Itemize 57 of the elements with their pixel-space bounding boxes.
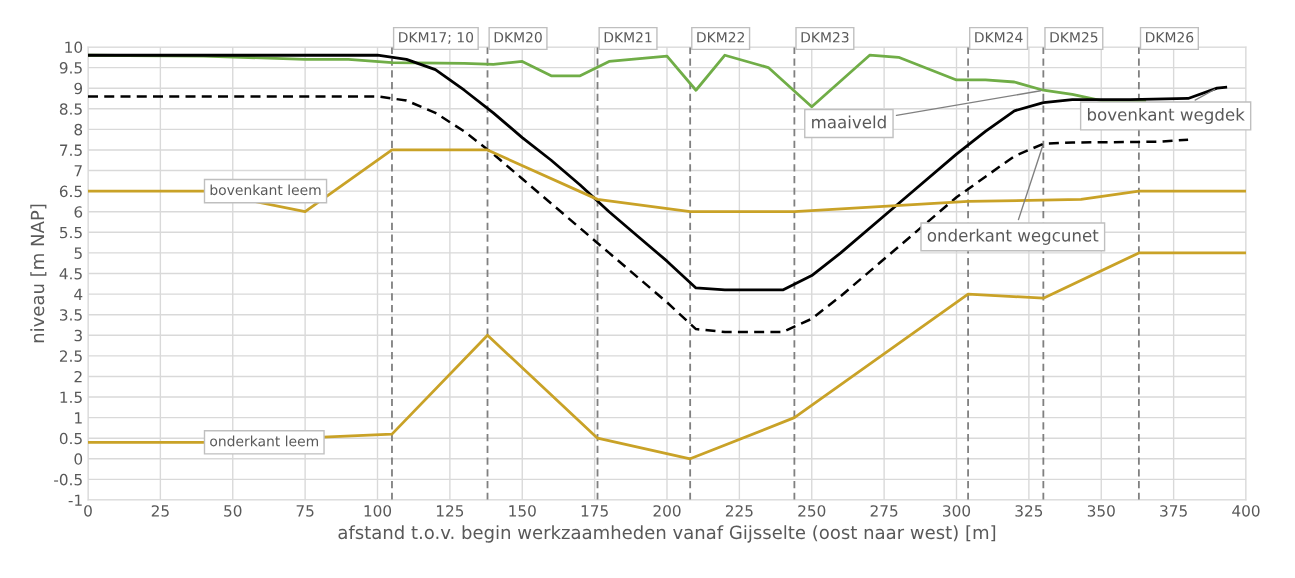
y-tick-label: 3: [74, 329, 82, 342]
x-tick-label: 25: [151, 505, 169, 517]
y-tick-label: 8.5: [59, 103, 82, 115]
y-tick-label: 5: [74, 247, 82, 259]
x-tick-label: 200: [653, 505, 681, 517]
y-axis-title: niveau [m NAP]: [30, 204, 47, 343]
y-tick-label: 9: [74, 82, 83, 95]
annotation: onderkant leem: [210, 435, 318, 447]
y-tick-label: 6.5: [59, 185, 82, 198]
y-tick-label: 1.5: [60, 391, 82, 404]
ref-line-label: DKM17; 10: [399, 31, 474, 44]
ref-line-label: DKM23: [801, 31, 849, 43]
y-tick-label: 2.5: [59, 350, 82, 362]
x-tick-label: 100: [364, 505, 392, 517]
x-tick-label: 50: [224, 505, 242, 517]
y-tick-label: 8: [74, 123, 83, 136]
y-tick-label: 6: [74, 206, 83, 218]
x-tick-label: 0: [84, 505, 92, 517]
annotation: bovenkant wegdek: [1087, 107, 1245, 125]
x-tick-label: 350: [1087, 505, 1115, 517]
line-series: [88, 251, 1246, 461]
x-tick-label: 325: [1015, 505, 1043, 517]
y-tick-label: 7.5: [60, 144, 82, 156]
ref-line-label: DKM25: [1050, 31, 1098, 43]
x-axis-title: afstand t.o.v. begin werkzaamheden vanaf Gijsselte (oost naar west) [m]: [338, 525, 996, 543]
y-tick-label: 9.5: [59, 62, 82, 74]
ref-line-label: DKM26: [1146, 31, 1194, 43]
line-series: [88, 148, 1246, 214]
y-tick-label: 0.5: [59, 432, 82, 445]
y-tick-label: 4: [74, 288, 83, 300]
annotation: maaiveld: [812, 115, 886, 129]
y-tick-label: 10: [65, 41, 83, 54]
x-tick-label: 300: [943, 505, 971, 517]
ref-line-label: DKM24: [975, 31, 1023, 43]
y-tick-label: 0: [74, 453, 83, 465]
annotation: onderkant wegcunet: [927, 228, 1099, 245]
y-tick-label: 2: [74, 370, 82, 383]
y-tick-label: -0.5: [54, 473, 82, 486]
x-tick-label: 175: [581, 505, 608, 517]
y-tick-label: -1: [68, 494, 82, 506]
annotation: bovenkant leem: [210, 184, 321, 196]
y-tick-label: 3.5: [60, 309, 82, 321]
y-tick-label: 4.5: [59, 268, 82, 280]
ref-line-label: DKM21: [604, 31, 652, 43]
x-tick-label: 375: [1160, 505, 1187, 517]
x-tick-label: 225: [725, 505, 753, 517]
x-tick-label: 125: [436, 505, 464, 517]
x-tick-label: 75: [296, 505, 314, 517]
x-tick-label: 250: [798, 505, 826, 517]
y-tick-label: 1: [75, 412, 82, 424]
x-tick-label: 150: [509, 505, 536, 517]
ref-line-label: DKM22: [697, 31, 745, 43]
x-tick-label: 275: [870, 505, 898, 517]
ref-line-label: DKM20: [494, 31, 542, 43]
y-tick-label: 5.5: [60, 226, 82, 239]
x-tick-label: 400: [1232, 505, 1260, 517]
y-tick-label: 7: [74, 165, 82, 177]
